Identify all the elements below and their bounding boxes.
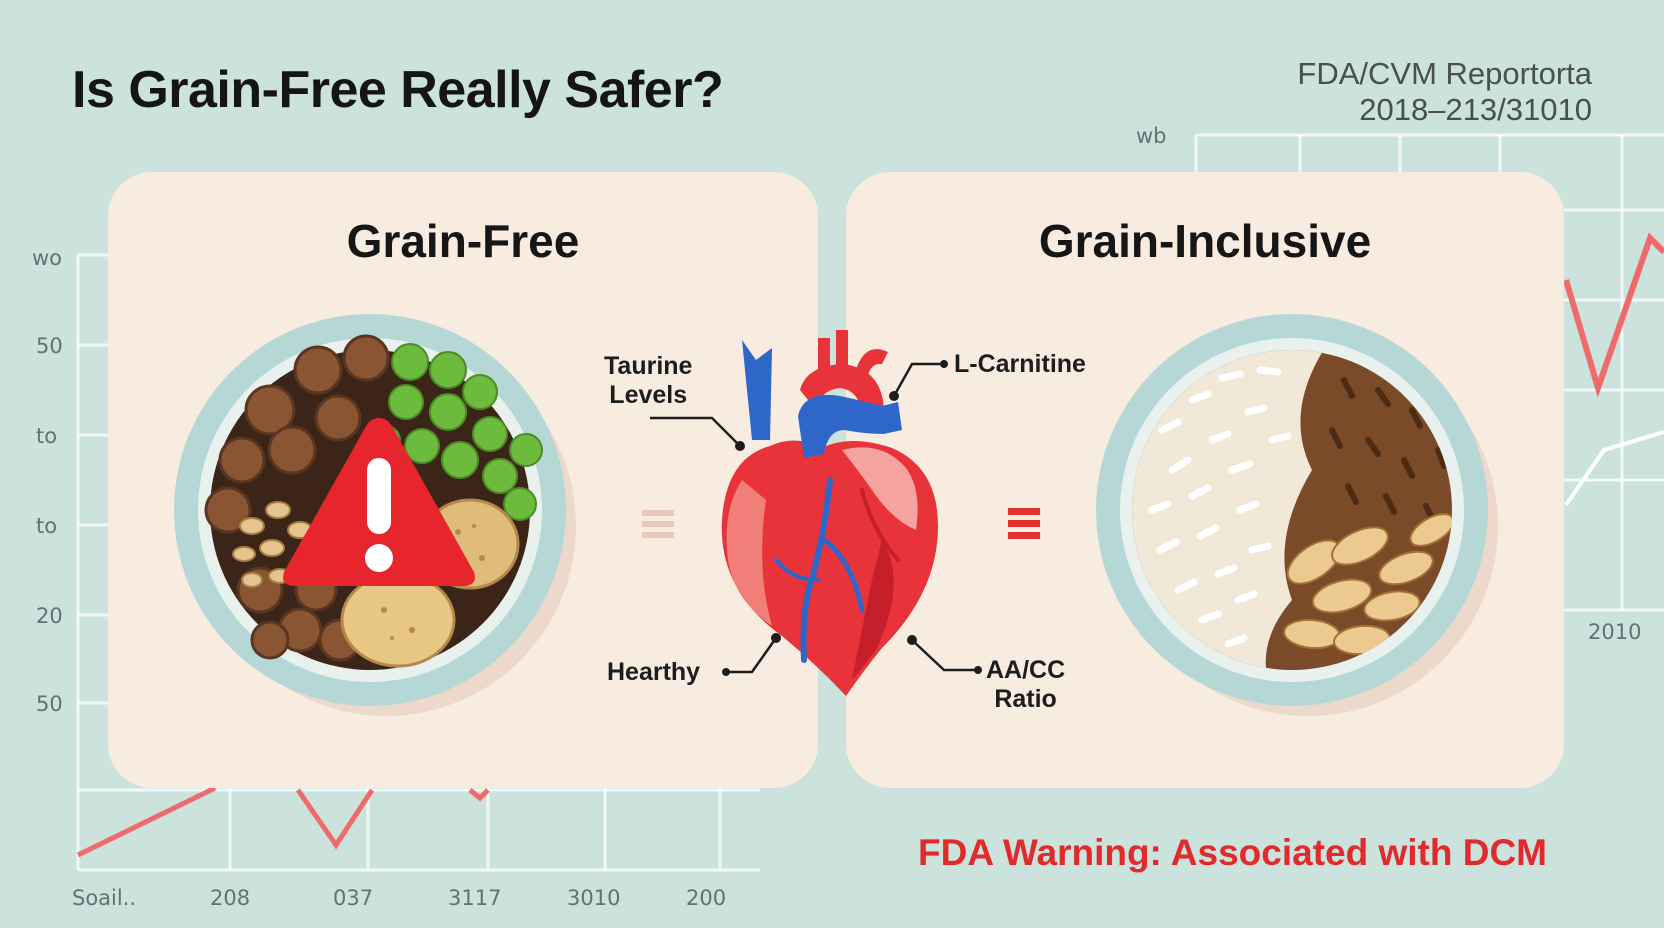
left-tick-1: wo bbox=[32, 246, 63, 270]
grain-inclusive-panel: Grain-Inclusive bbox=[846, 172, 1564, 788]
bottom-tick-4: 3117 bbox=[448, 886, 502, 910]
ratio-label: AA/CC Ratio bbox=[986, 656, 1066, 713]
equals-icon-left bbox=[642, 510, 674, 538]
trend-line-left-end bbox=[468, 788, 490, 802]
grain-inclusive-bowl bbox=[1096, 314, 1498, 716]
grain-inclusive-title: Grain-Inclusive bbox=[1038, 215, 1372, 267]
bottom-tick-5: 3010 bbox=[567, 886, 621, 910]
bottom-tick-1: Soail.. bbox=[72, 886, 137, 910]
equals-icon-right bbox=[1008, 508, 1040, 539]
grain-free-title: Grain-Free bbox=[346, 215, 580, 267]
grain-free-panel: Grain-Free bbox=[108, 172, 818, 788]
hearthy-label: Hearthy bbox=[607, 658, 701, 686]
trend-line-left bbox=[76, 785, 217, 858]
trend-line-right-white bbox=[1564, 430, 1664, 507]
right-tick-top: wb bbox=[1136, 124, 1167, 148]
taurine-label: Taurine Levels bbox=[604, 352, 693, 409]
warning-triangle-icon bbox=[283, 418, 475, 586]
left-tick-2: 50 bbox=[36, 334, 63, 358]
fda-warning: FDA Warning: Associated with DCM bbox=[918, 832, 1547, 873]
page-title: Is Grain-Free Really Safer? bbox=[72, 61, 724, 119]
left-tick-5: 20 bbox=[36, 604, 63, 628]
grain-free-bowl bbox=[174, 314, 576, 716]
heart-icon bbox=[721, 330, 938, 696]
report-source: FDA/CVM Reportorta bbox=[1297, 56, 1592, 91]
bottom-tick-6: 200 bbox=[686, 886, 727, 910]
bottom-tick-3: 037 bbox=[333, 886, 374, 910]
left-tick-4: to bbox=[36, 514, 58, 538]
carnitine-label: L-Carnitine bbox=[954, 350, 1086, 378]
left-tick-3: to bbox=[36, 424, 58, 448]
report-years: 2018–213/31010 bbox=[1359, 92, 1592, 127]
right-tick-bottom: 2010 bbox=[1588, 620, 1642, 644]
trend-line-left-dip bbox=[295, 788, 375, 850]
bottom-tick-2: 208 bbox=[210, 886, 251, 910]
left-tick-6: 50 bbox=[36, 692, 63, 716]
trend-line-right bbox=[1563, 232, 1664, 398]
